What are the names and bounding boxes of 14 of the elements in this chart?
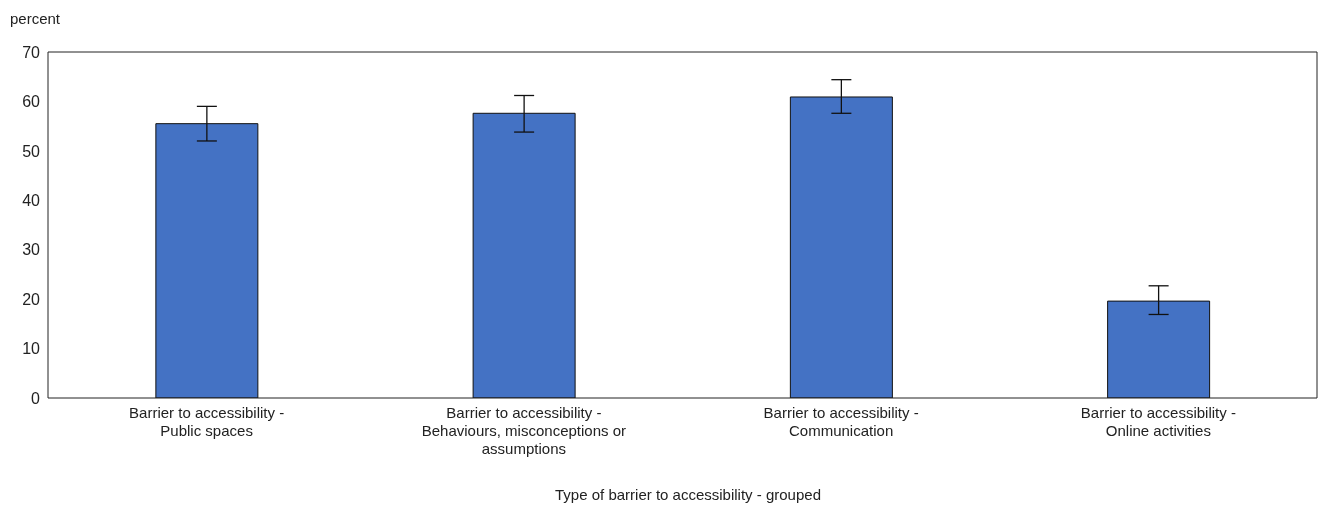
x-tick-label: Barrier to accessibility - Public spaces — [129, 404, 285, 439]
y-tick-label: 0 — [31, 389, 41, 407]
y-tick-label: 10 — [22, 340, 41, 358]
y-tick-label: 20 — [22, 290, 41, 308]
y-tick-label: 30 — [22, 241, 41, 259]
y-tick-label: 70 — [22, 43, 41, 61]
x-tick-label: Barrier to accessibility - Online activities — [1080, 404, 1236, 439]
y-tick-label: 50 — [22, 142, 41, 160]
y-tick-label: 60 — [22, 93, 41, 111]
x-tick-label: Barrier to accessibility - Communication — [763, 404, 919, 439]
y-tick-label: 40 — [22, 191, 41, 209]
x-axis-title: Type of barrier to accessibility - grouped — [554, 486, 822, 503]
y-axis-title: percent — [10, 10, 61, 27]
x-tick-label: Barrier to accessibility - Behaviours, misconceptions or assumptions — [421, 404, 627, 457]
